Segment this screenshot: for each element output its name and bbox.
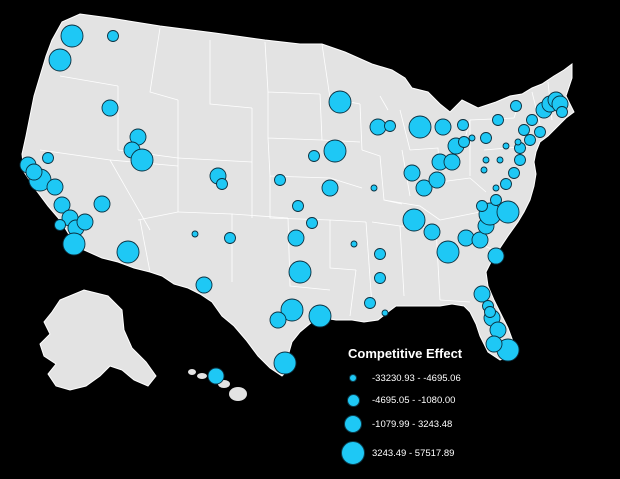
- city-symbol-32: [457, 119, 469, 131]
- city-symbol-60: [457, 229, 475, 247]
- city-symbol-11: [46, 178, 64, 196]
- city-symbol-72: [514, 138, 522, 146]
- city-symbol-33: [308, 150, 320, 162]
- city-symbol-82: [510, 100, 522, 112]
- city-symbol-23: [216, 178, 228, 190]
- city-symbol-39: [288, 260, 312, 284]
- city-symbol-85: [468, 134, 476, 142]
- city-symbol-65: [496, 200, 520, 224]
- legend-label-class-4: 3243.49 - 57517.89: [372, 447, 455, 459]
- symbol-layer: [19, 24, 569, 385]
- city-symbol-84: [480, 132, 492, 144]
- city-symbol-26: [274, 174, 286, 186]
- city-symbol-80: [534, 126, 546, 138]
- city-symbol-91: [473, 285, 491, 303]
- city-symbol-96: [485, 335, 503, 353]
- city-symbol-40: [370, 184, 378, 192]
- city-symbol-63: [487, 247, 505, 265]
- city-symbol-46: [280, 298, 304, 322]
- city-symbol-79: [556, 106, 568, 118]
- legend-row-class-4: 3243.49 - 57517.89: [338, 437, 513, 469]
- city-symbol-21: [195, 276, 213, 294]
- city-symbol-44: [364, 297, 376, 309]
- city-symbol-74: [526, 114, 538, 126]
- city-symbol-68: [500, 178, 512, 190]
- city-symbol-30: [408, 115, 432, 139]
- city-symbol-19: [93, 195, 111, 213]
- city-symbol-73: [518, 124, 530, 136]
- city-symbol-28: [369, 118, 387, 136]
- city-symbol-12: [25, 163, 43, 181]
- city-symbol-88: [502, 142, 510, 150]
- city-symbol-83: [492, 114, 504, 126]
- city-symbol-57: [402, 208, 426, 232]
- city-symbol-66: [476, 200, 488, 212]
- city-symbol-90: [490, 194, 502, 206]
- city-symbol-98: [207, 367, 225, 385]
- state-borders: [39, 27, 553, 317]
- city-symbol-2: [48, 48, 72, 72]
- city-symbol-87: [496, 156, 504, 164]
- legend-row-class-3: -1079.99 - 3243.48: [338, 411, 513, 437]
- legend-symbol-xlarge: [341, 441, 365, 465]
- city-symbol-29: [384, 120, 396, 132]
- city-symbol-43: [374, 272, 386, 284]
- legend-symbol-large: [344, 415, 362, 433]
- city-symbol-37: [306, 217, 318, 229]
- legend-symbol-small: [349, 374, 357, 382]
- city-symbol-86: [482, 156, 490, 164]
- city-symbol-48: [308, 304, 332, 328]
- city-symbol-36: [292, 200, 304, 212]
- alaska-landmass: [39, 289, 157, 391]
- city-symbol-59: [436, 240, 460, 264]
- city-symbol-1: [60, 24, 84, 48]
- legend-row-class-1: -33230.93 - -4695.06: [338, 367, 513, 389]
- city-symbol-31: [434, 118, 452, 136]
- city-symbol-45: [381, 309, 389, 317]
- city-symbol-17: [76, 213, 94, 231]
- city-symbol-24: [191, 230, 199, 238]
- city-symbol-10: [42, 152, 54, 164]
- city-symbol-52: [428, 171, 446, 189]
- city-symbol-4: [101, 99, 119, 117]
- map-legend: Competitive Effect -33230.93 - -4695.06 …: [338, 346, 513, 469]
- city-symbol-94: [489, 321, 507, 339]
- legend-label-class-2: -4695.05 - -1080.00: [372, 394, 456, 406]
- city-symbol-49: [273, 351, 297, 375]
- city-symbol-13: [53, 196, 71, 214]
- city-symbol-97: [484, 306, 496, 318]
- city-symbol-25: [224, 232, 236, 244]
- city-symbol-7: [130, 148, 154, 172]
- city-symbol-54: [443, 153, 461, 171]
- legend-row-class-2: -4695.05 - -1080.00: [338, 389, 513, 411]
- legend-symbol-medium: [346, 393, 360, 407]
- city-symbol-20: [116, 240, 140, 264]
- city-symbol-15: [54, 219, 66, 231]
- city-symbol-56: [458, 136, 470, 148]
- city-symbol-47: [269, 311, 287, 329]
- city-symbol-42: [374, 248, 386, 260]
- city-symbol-51: [415, 179, 433, 197]
- city-symbol-69: [508, 167, 520, 179]
- city-symbol-41: [350, 240, 358, 248]
- city-symbol-35: [321, 179, 339, 197]
- city-symbol-34: [323, 139, 347, 163]
- city-symbol-50: [403, 164, 421, 182]
- city-symbol-81: [524, 134, 536, 146]
- city-symbol-61: [471, 231, 489, 249]
- city-symbol-18: [62, 232, 86, 256]
- legend-label-class-3: -1079.99 - 3243.48: [372, 418, 453, 430]
- legend-label-class-1: -33230.93 - -4695.06: [372, 372, 461, 384]
- legend-title: Competitive Effect: [348, 346, 463, 361]
- city-symbol-67: [492, 184, 500, 192]
- city-symbol-3: [107, 30, 119, 42]
- city-symbol-89: [480, 166, 488, 174]
- city-symbol-38: [287, 229, 305, 247]
- city-symbol-27: [328, 90, 352, 114]
- city-symbol-70: [514, 154, 526, 166]
- city-symbol-58: [423, 223, 441, 241]
